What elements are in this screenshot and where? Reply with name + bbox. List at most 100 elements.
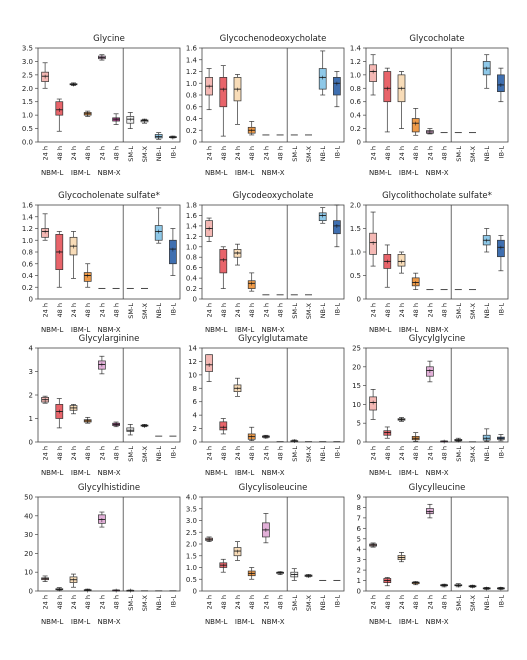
chart-title: Glycolithocholate sulfate* <box>382 191 492 201</box>
box-mean-marker: + <box>71 405 76 412</box>
box-mean-marker: + <box>484 586 489 593</box>
box-mean-marker: + <box>170 134 175 141</box>
group-label: IBM-L <box>71 618 90 626</box>
x-tick-label: 48 h <box>56 303 64 317</box>
group-label: NBM-L <box>205 326 228 334</box>
group-label: NBM-L <box>369 169 392 177</box>
box-body <box>333 220 341 235</box>
box-mean-marker: + <box>413 280 418 287</box>
y-tick-label: 2.0 <box>186 541 197 549</box>
y-tick-label: 1.2 <box>350 58 361 66</box>
box-mean-marker: + <box>320 213 325 220</box>
y-tick-label: 50 <box>24 494 33 502</box>
y-tick-label: 1.6 <box>22 202 34 210</box>
box-body <box>318 212 327 222</box>
y-tick-label: 30 <box>24 531 33 539</box>
x-tick-label: NB-L <box>319 303 327 319</box>
box-mean-marker: + <box>484 435 489 442</box>
y-tick-label: 20 <box>352 363 361 371</box>
group-label: IBM-L <box>235 469 254 477</box>
y-tick-label: 1.4 <box>186 222 198 230</box>
x-tick-label: IB-L <box>497 595 505 608</box>
x-tick-label: 48 h <box>441 303 449 317</box>
x-tick-label: SM-L <box>127 446 135 462</box>
group-label: IBM-L <box>71 326 90 334</box>
box-body <box>411 118 420 133</box>
y-tick-label: 7 <box>357 514 361 522</box>
x-tick-label: 48 h <box>56 595 64 609</box>
group-label: NBM-X <box>261 169 284 177</box>
chart-title: Glycylglycine <box>409 334 465 344</box>
box-mean-marker: + <box>114 116 119 123</box>
box-mean-marker: + <box>128 427 133 434</box>
y-tick-label: 0.8 <box>350 85 361 93</box>
box-mean-marker: + <box>235 548 240 555</box>
plot-frame <box>37 496 181 592</box>
chart-title: Glycylarginine <box>79 334 140 344</box>
x-tick-label: 48 h <box>412 146 420 160</box>
box-mean-marker: + <box>43 73 48 80</box>
y-tick-label: 1.6 <box>186 45 198 53</box>
box-body <box>426 366 434 377</box>
x-tick-label: NB-L <box>155 595 163 611</box>
x-tick-label: 24 h <box>234 146 242 160</box>
y-tick-label: 0 <box>357 139 361 147</box>
x-tick-label: 24 h <box>70 595 78 609</box>
y-tick-label: 1.5 <box>350 225 361 233</box>
y-tick-label: 4 <box>357 546 362 554</box>
plot-frame <box>201 496 345 592</box>
group-label: IBM-L <box>71 169 90 177</box>
y-tick-label: 0.8 <box>22 249 33 257</box>
box-mean-marker: + <box>399 417 404 424</box>
x-tick-label: 24 h <box>98 146 106 160</box>
x-tick-label: 24 h <box>42 146 50 160</box>
y-tick-label: 0.0 <box>22 139 33 147</box>
x-tick-label: 24 h <box>70 303 78 317</box>
box-mean-marker: + <box>142 423 147 430</box>
box-mean-marker: + <box>207 226 212 233</box>
chart-panel: Glycylisoleucine 0 0.5 1.0 1.5 2.0 2.5 3.0 3.5 4.… <box>186 483 345 626</box>
y-tick-label: 2.5 <box>186 529 197 537</box>
box-mean-marker: + <box>85 418 90 425</box>
x-tick-label: IB-L <box>169 146 177 159</box>
x-tick-label: 48 h <box>84 595 92 609</box>
box-mean-marker: + <box>249 571 254 578</box>
box-body <box>41 228 49 238</box>
x-tick-label: 24 h <box>234 303 242 317</box>
y-tick-label: 3.0 <box>22 58 33 66</box>
y-tick-label: 1 <box>357 577 361 585</box>
x-tick-label: SM-X <box>469 302 477 319</box>
plot-frame <box>365 496 509 592</box>
x-tick-label: 24 h <box>234 446 242 460</box>
x-tick-label: 24 h <box>370 146 378 160</box>
box-mean-marker: + <box>156 229 161 236</box>
x-tick-label: 24 h <box>370 446 378 460</box>
x-tick-label: 48 h <box>220 446 228 460</box>
box-mean-marker: + <box>456 582 461 589</box>
box-mean-marker: + <box>456 437 461 444</box>
group-label: NBM-L <box>369 469 392 477</box>
group-label: NBM-L <box>41 618 64 626</box>
box-mean-marker: + <box>385 85 390 92</box>
box-mean-marker: + <box>71 243 76 250</box>
box-mean-marker: + <box>221 424 226 431</box>
x-tick-label: 24 h <box>262 446 270 460</box>
chart-panel: Glycylglutamate 0 2 4 6 8 10 12 14 + + + + + +24 h 48 h… <box>188 334 345 477</box>
y-tick-label: 4.0 <box>186 494 197 502</box>
y-tick-label: 0 <box>357 296 361 304</box>
x-tick-label: 24 h <box>70 446 78 460</box>
y-tick-label: 3.0 <box>186 517 197 525</box>
x-tick-label: 48 h <box>113 595 121 609</box>
x-tick-label: 48 h <box>220 303 228 317</box>
group-label: NBM-X <box>425 469 448 477</box>
chart-panel: Glycodeoxycholate 0 0.2 0.4 0.6 0.8 1.0 1.2 1.4 1… <box>186 191 345 334</box>
x-tick-label: 48 h <box>56 446 64 460</box>
y-tick-label: 2.0 <box>350 202 361 210</box>
x-tick-label: 48 h <box>248 595 256 609</box>
x-tick-label: IB-L <box>333 303 341 316</box>
x-tick-label: 24 h <box>370 595 378 609</box>
box-mean-marker: + <box>249 434 254 441</box>
x-tick-label: SM-X <box>305 445 313 462</box>
plot-frame <box>201 347 345 443</box>
